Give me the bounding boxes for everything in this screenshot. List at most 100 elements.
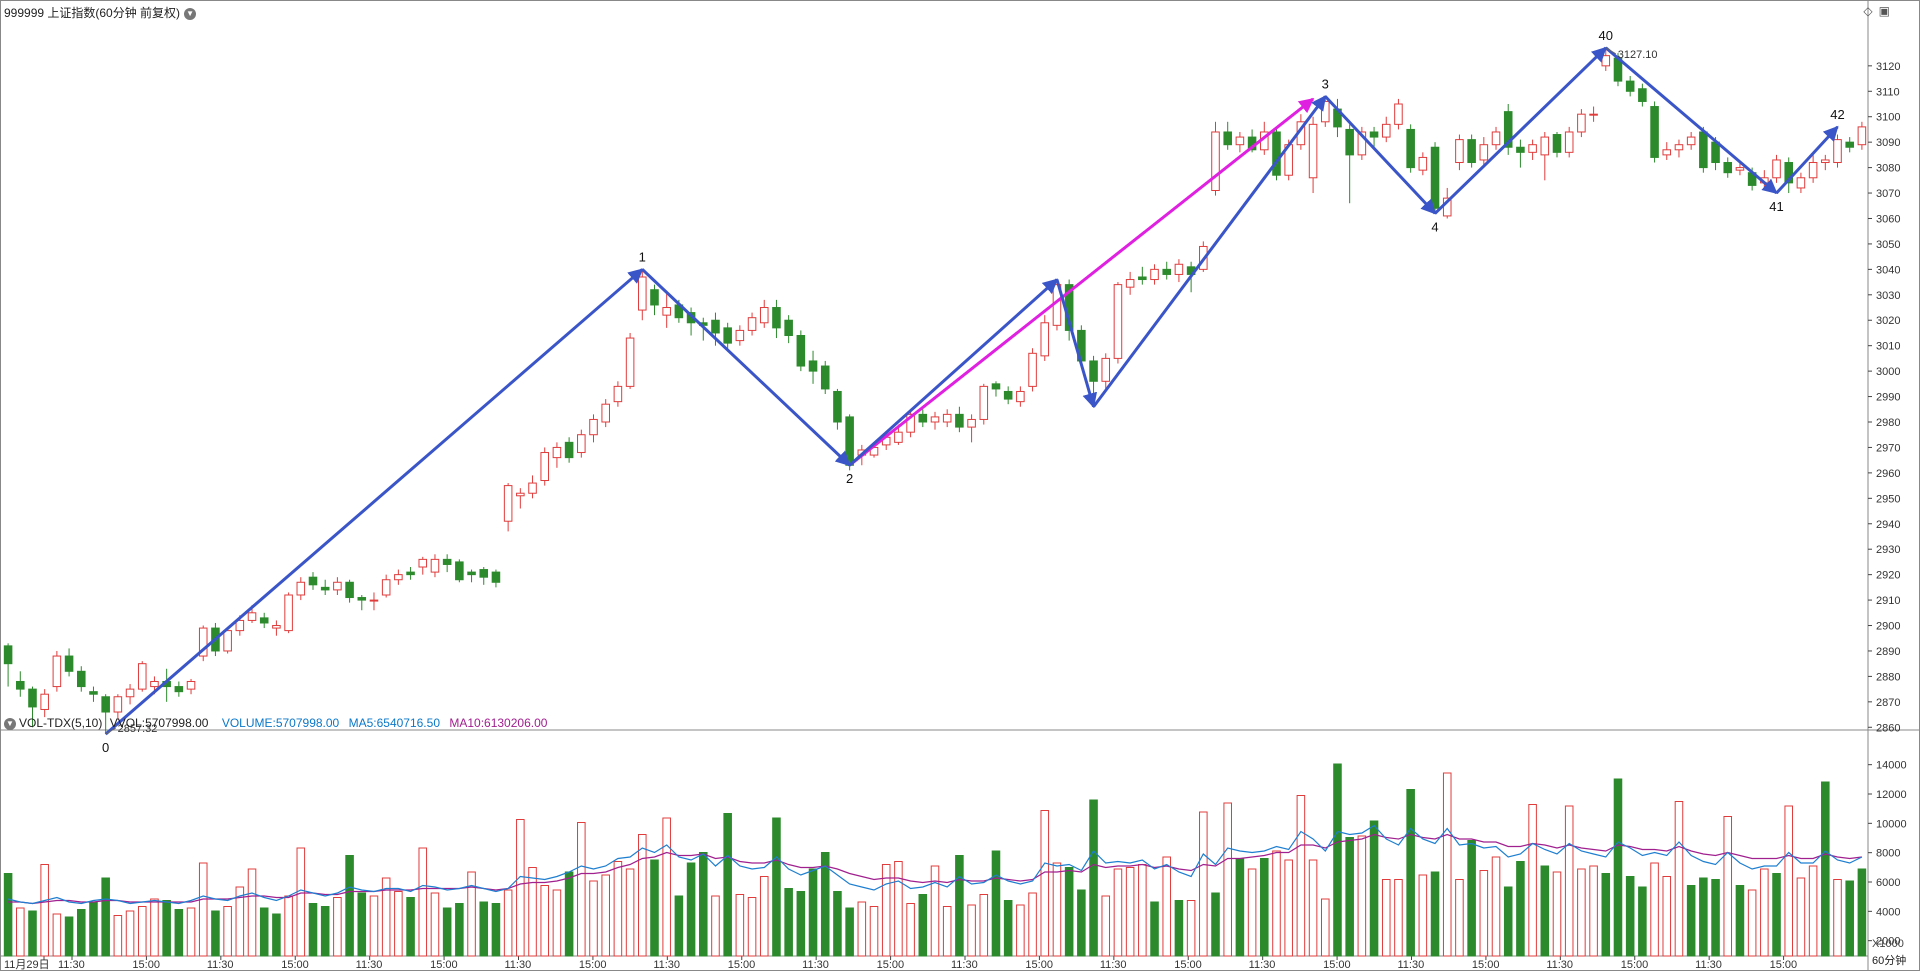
candle-body: [64, 655, 74, 672]
volume-bar: [869, 906, 879, 957]
volume-bar: [52, 913, 62, 957]
volume-bar: [1333, 763, 1342, 957]
volume-bar: [1272, 850, 1281, 957]
volume-bar: [735, 894, 745, 957]
candle: [1418, 152, 1428, 176]
candle: [577, 429, 586, 458]
candle-body: [528, 482, 537, 494]
candle: [1857, 121, 1867, 150]
candle-body: [333, 581, 342, 591]
volume-bar: [1845, 880, 1854, 957]
volume-bar: [1784, 805, 1794, 957]
volume-bar: [528, 867, 537, 957]
candle-body: [1320, 100, 1330, 123]
volume-bar: [1089, 799, 1098, 957]
candle: [1564, 126, 1574, 158]
volume-bar: [198, 862, 208, 957]
volume-bar: [808, 868, 818, 957]
volume-bar: [442, 907, 452, 957]
volume-bar: [1564, 805, 1574, 957]
volume-bar: [369, 895, 379, 957]
time-tick-label: 15:00: [1472, 959, 1500, 971]
volume-bar: [674, 895, 684, 957]
volume-bar: [686, 862, 696, 957]
wave-arrow: [1092, 95, 1327, 408]
volume-bar: [150, 898, 159, 957]
time-tick-label: 15:00: [877, 959, 905, 971]
candle-body: [272, 625, 281, 629]
volume-bar: [40, 864, 49, 957]
candle: [113, 694, 123, 720]
volume-panel-header: ▼ VOL-TDX(5,10) VVOL:5707998.00 VOLUME:57…: [4, 716, 547, 730]
candle-body: [1235, 136, 1245, 146]
volume-bar: [1064, 867, 1074, 957]
candle: [759, 299, 769, 328]
candle: [1406, 124, 1415, 173]
volume-tick-label: 8000: [1876, 848, 1900, 860]
candle: [296, 577, 306, 601]
candle-body: [723, 327, 732, 344]
candle: [589, 414, 598, 443]
volume-bar: [577, 822, 586, 957]
volume-bar: [833, 891, 842, 957]
candle-body: [930, 416, 940, 423]
candle-body: [991, 383, 1001, 390]
candle-body: [442, 558, 452, 565]
candle: [638, 269, 647, 321]
volume-bar: [1125, 867, 1135, 957]
volume-bar: [1674, 801, 1684, 957]
volume-bar: [1503, 886, 1513, 957]
volume-bar: [906, 903, 915, 957]
candle-body: [320, 586, 330, 591]
volume-bar: [1723, 816, 1733, 957]
candle-body: [259, 617, 269, 624]
candle: [1430, 142, 1440, 214]
candle: [1150, 264, 1159, 285]
candle-body: [1113, 284, 1123, 359]
candle: [40, 689, 49, 718]
panel-toggle-icon[interactable]: ▣: [1878, 4, 1890, 18]
candle: [735, 325, 745, 346]
candle-body: [1491, 131, 1501, 146]
candle: [503, 483, 513, 532]
chevron-down-icon[interactable]: ▼: [4, 717, 16, 730]
candle-body: [503, 485, 513, 522]
volume-bar: [723, 813, 732, 957]
candle: [1662, 142, 1672, 160]
candle: [967, 414, 976, 443]
price-tick-label: 2950: [1876, 493, 1900, 505]
candle: [406, 567, 415, 580]
candle-body: [1784, 162, 1794, 184]
candle: [1516, 139, 1525, 168]
candle-body: [1381, 123, 1391, 138]
candle: [381, 574, 391, 598]
volume-bar: [796, 891, 806, 957]
candle-body: [1699, 131, 1708, 169]
candle-body: [1540, 136, 1550, 156]
candle-body: [650, 289, 659, 306]
candle-body: [1138, 276, 1147, 281]
candle: [308, 572, 318, 590]
candle: [357, 594, 367, 611]
candle: [16, 671, 25, 697]
volume-bar: [1394, 879, 1403, 957]
time-tick-label: 11:30: [356, 959, 383, 971]
period-selector[interactable]: 60分钟: [1872, 955, 1907, 967]
candle: [320, 579, 330, 595]
chevron-down-icon[interactable]: ▼: [184, 7, 197, 20]
volume-bar: [1516, 861, 1525, 957]
candle-body: [1528, 144, 1537, 153]
candle-body: [1479, 144, 1489, 161]
volume-bar: [76, 909, 86, 957]
candle: [1223, 121, 1232, 150]
time-tick-label: 11:30: [1546, 959, 1573, 971]
price-tick-label: 2970: [1876, 442, 1900, 454]
candle-body: [735, 329, 745, 342]
candle: [1845, 137, 1854, 153]
candle-body: [638, 276, 647, 311]
diamond-icon[interactable]: ◇: [1863, 4, 1873, 18]
volume-bar: [1247, 868, 1257, 957]
candle-body: [418, 558, 428, 568]
candle: [64, 648, 74, 677]
